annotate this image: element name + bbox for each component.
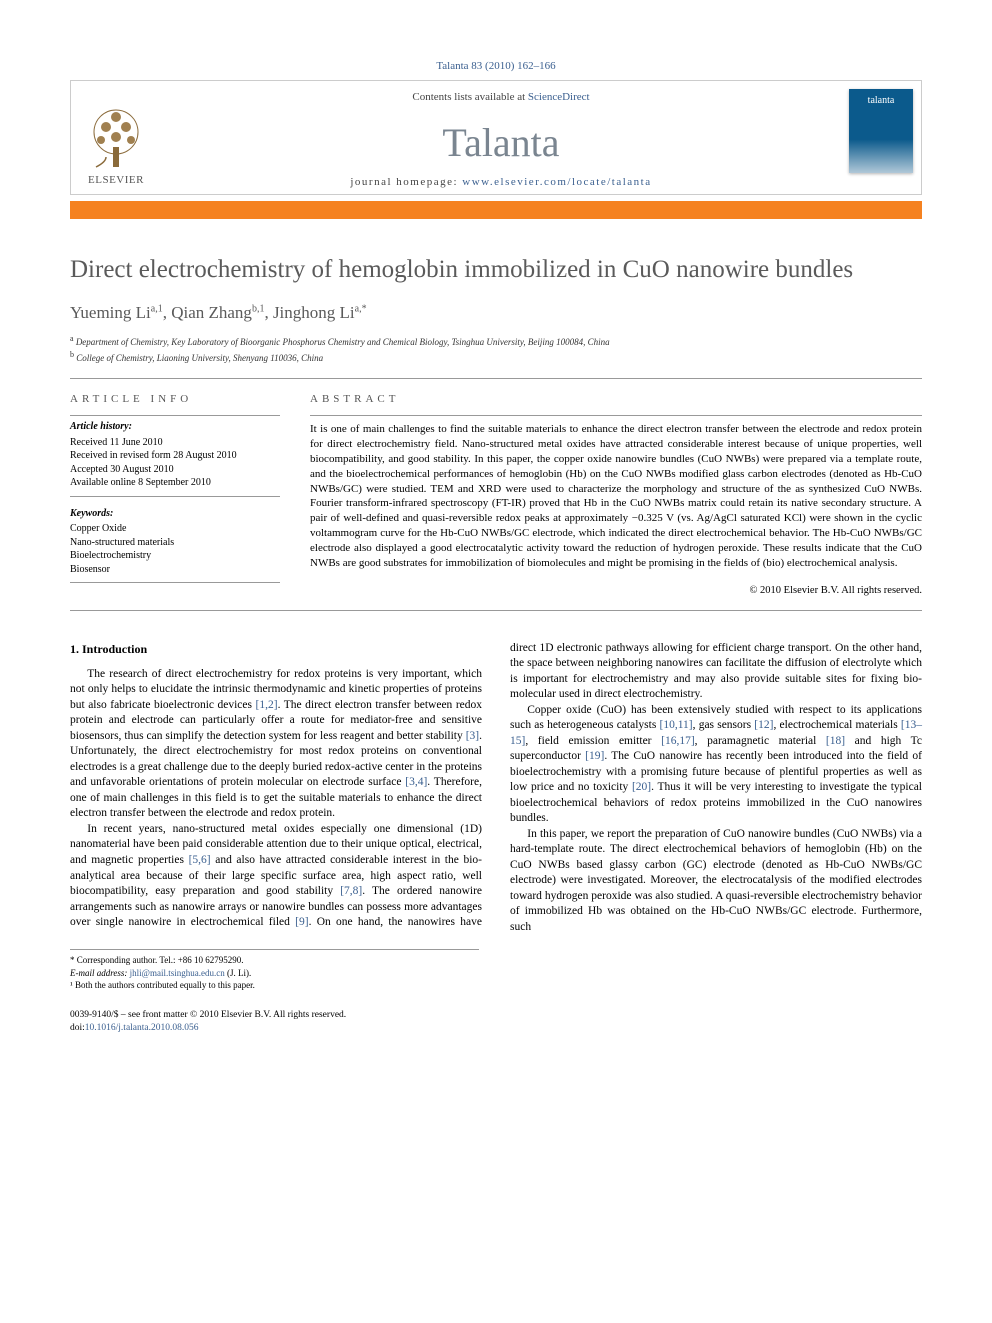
abstract-column: abstract It is one of main challenges to… — [310, 393, 922, 595]
keywords-block: Keywords: Copper Oxide Nano-structured m… — [70, 507, 280, 584]
article-info-heading: article info — [70, 393, 280, 405]
affiliation-a: a Department of Chemistry, Key Laborator… — [70, 333, 922, 349]
homepage-line: journal homepage: www.elsevier.com/locat… — [171, 176, 831, 188]
email-tail: (J. Li). — [225, 968, 252, 978]
article-history-block: Article history: Received 11 June 2010 R… — [70, 415, 280, 497]
history-online: Available online 8 September 2010 — [70, 476, 280, 490]
corresponding-author-note: * Corresponding author. Tel.: +86 10 627… — [70, 954, 479, 966]
divider-top — [70, 378, 922, 379]
authors-line: Yueming Lia,1, Qian Zhangb,1, Jinghong L… — [70, 303, 922, 323]
corresponding-email[interactable]: jhli@mail.tsinghua.edu.cn — [130, 968, 225, 978]
history-label: Article history: — [70, 420, 280, 434]
header-center: Contents lists available at ScienceDirec… — [161, 81, 841, 194]
ref-9[interactable]: [9] — [295, 916, 308, 928]
publisher-logo: ELSEVIER — [71, 81, 161, 194]
author-1: Yueming Li — [70, 303, 151, 322]
journal-name: Talanta — [171, 119, 831, 166]
divider-below-abstract — [70, 610, 922, 611]
page-container: Talanta 83 (2010) 162–166 ELSEVIER Conte… — [0, 0, 992, 1074]
doi-line: doi:10.1016/j.talanta.2010.08.056 — [70, 1022, 922, 1035]
orange-divider — [70, 201, 922, 219]
sciencedirect-link[interactable]: ScienceDirect — [528, 91, 590, 103]
ref-12[interactable]: [12] — [754, 719, 773, 731]
ref-20[interactable]: [20] — [632, 781, 651, 793]
ref-19[interactable]: [19] — [585, 750, 604, 762]
contents-prefix: Contents lists available at — [412, 91, 527, 103]
keyword-3: Bioelectrochemistry — [70, 549, 280, 563]
homepage-prefix: journal homepage: — [350, 176, 462, 188]
page-footer: 0039-9140/$ – see front matter © 2010 El… — [70, 1009, 922, 1035]
citation-line: Talanta 83 (2010) 162–166 — [70, 60, 922, 72]
issn-copyright: 0039-9140/$ – see front matter © 2010 El… — [70, 1009, 922, 1022]
intro-p1: The research of direct electrochemistry … — [70, 667, 482, 822]
article-info-column: article info Article history: Received 1… — [70, 393, 280, 595]
ref-18[interactable]: [18] — [826, 735, 845, 747]
ref-10-11[interactable]: [10,11] — [660, 719, 693, 731]
author-2: Qian Zhang — [171, 303, 252, 322]
affiliations: a Department of Chemistry, Key Laborator… — [70, 333, 922, 364]
equal-contribution-note: ¹ Both the authors contributed equally t… — [70, 979, 479, 991]
journal-cover: talanta — [841, 81, 921, 194]
journal-cover-image: talanta — [849, 89, 913, 173]
keyword-2: Nano-structured materials — [70, 536, 280, 550]
keywords-label: Keywords: — [70, 507, 280, 521]
contents-line: Contents lists available at ScienceDirec… — [171, 91, 831, 103]
author-3: Jinghong Li — [273, 303, 355, 322]
elsevier-tree-icon — [86, 102, 146, 172]
abstract-text: It is one of main challenges to find the… — [310, 415, 922, 570]
abstract-copyright: © 2010 Elsevier B.V. All rights reserved… — [310, 585, 922, 596]
keyword-4: Biosensor — [70, 563, 280, 577]
keyword-1: Copper Oxide — [70, 522, 280, 536]
journal-header: ELSEVIER Contents lists available at Sci… — [70, 80, 922, 195]
ref-5-6[interactable]: [5,6] — [189, 854, 211, 866]
intro-p4: In this paper, we report the preparation… — [510, 827, 922, 936]
ref-3-4[interactable]: [3,4] — [405, 776, 427, 788]
affiliation-b: b College of Chemistry, Liaoning Univers… — [70, 349, 922, 365]
history-received: Received 11 June 2010 — [70, 436, 280, 450]
intro-p3: Copper oxide (CuO) has been extensively … — [510, 703, 922, 827]
ref-3[interactable]: [3] — [466, 730, 479, 742]
author-1-marks: a,1 — [151, 303, 163, 314]
article-title: Direct electrochemistry of hemoglobin im… — [70, 255, 922, 285]
history-revised: Received in revised form 28 August 2010 — [70, 449, 280, 463]
footnotes: * Corresponding author. Tel.: +86 10 627… — [70, 949, 479, 990]
homepage-url[interactable]: www.elsevier.com/locate/talanta — [462, 176, 651, 188]
email-line: E-mail address: jhli@mail.tsinghua.edu.c… — [70, 967, 479, 979]
body-text: 1. Introduction The research of direct e… — [70, 641, 922, 936]
author-3-marks: a,* — [355, 303, 367, 314]
email-label: E-mail address: — [70, 968, 130, 978]
info-abstract-row: article info Article history: Received 1… — [70, 393, 922, 595]
author-2-marks: b,1 — [252, 303, 265, 314]
section-1-heading: 1. Introduction — [70, 641, 482, 657]
history-accepted: Accepted 30 August 2010 — [70, 463, 280, 477]
abstract-heading: abstract — [310, 393, 922, 405]
ref-1-2[interactable]: [1,2] — [256, 699, 278, 711]
doi-link[interactable]: 10.1016/j.talanta.2010.08.056 — [85, 1023, 199, 1033]
ref-7-8[interactable]: [7,8] — [340, 885, 362, 897]
publisher-name: ELSEVIER — [88, 174, 144, 186]
ref-16-17[interactable]: [16,17] — [661, 735, 695, 747]
